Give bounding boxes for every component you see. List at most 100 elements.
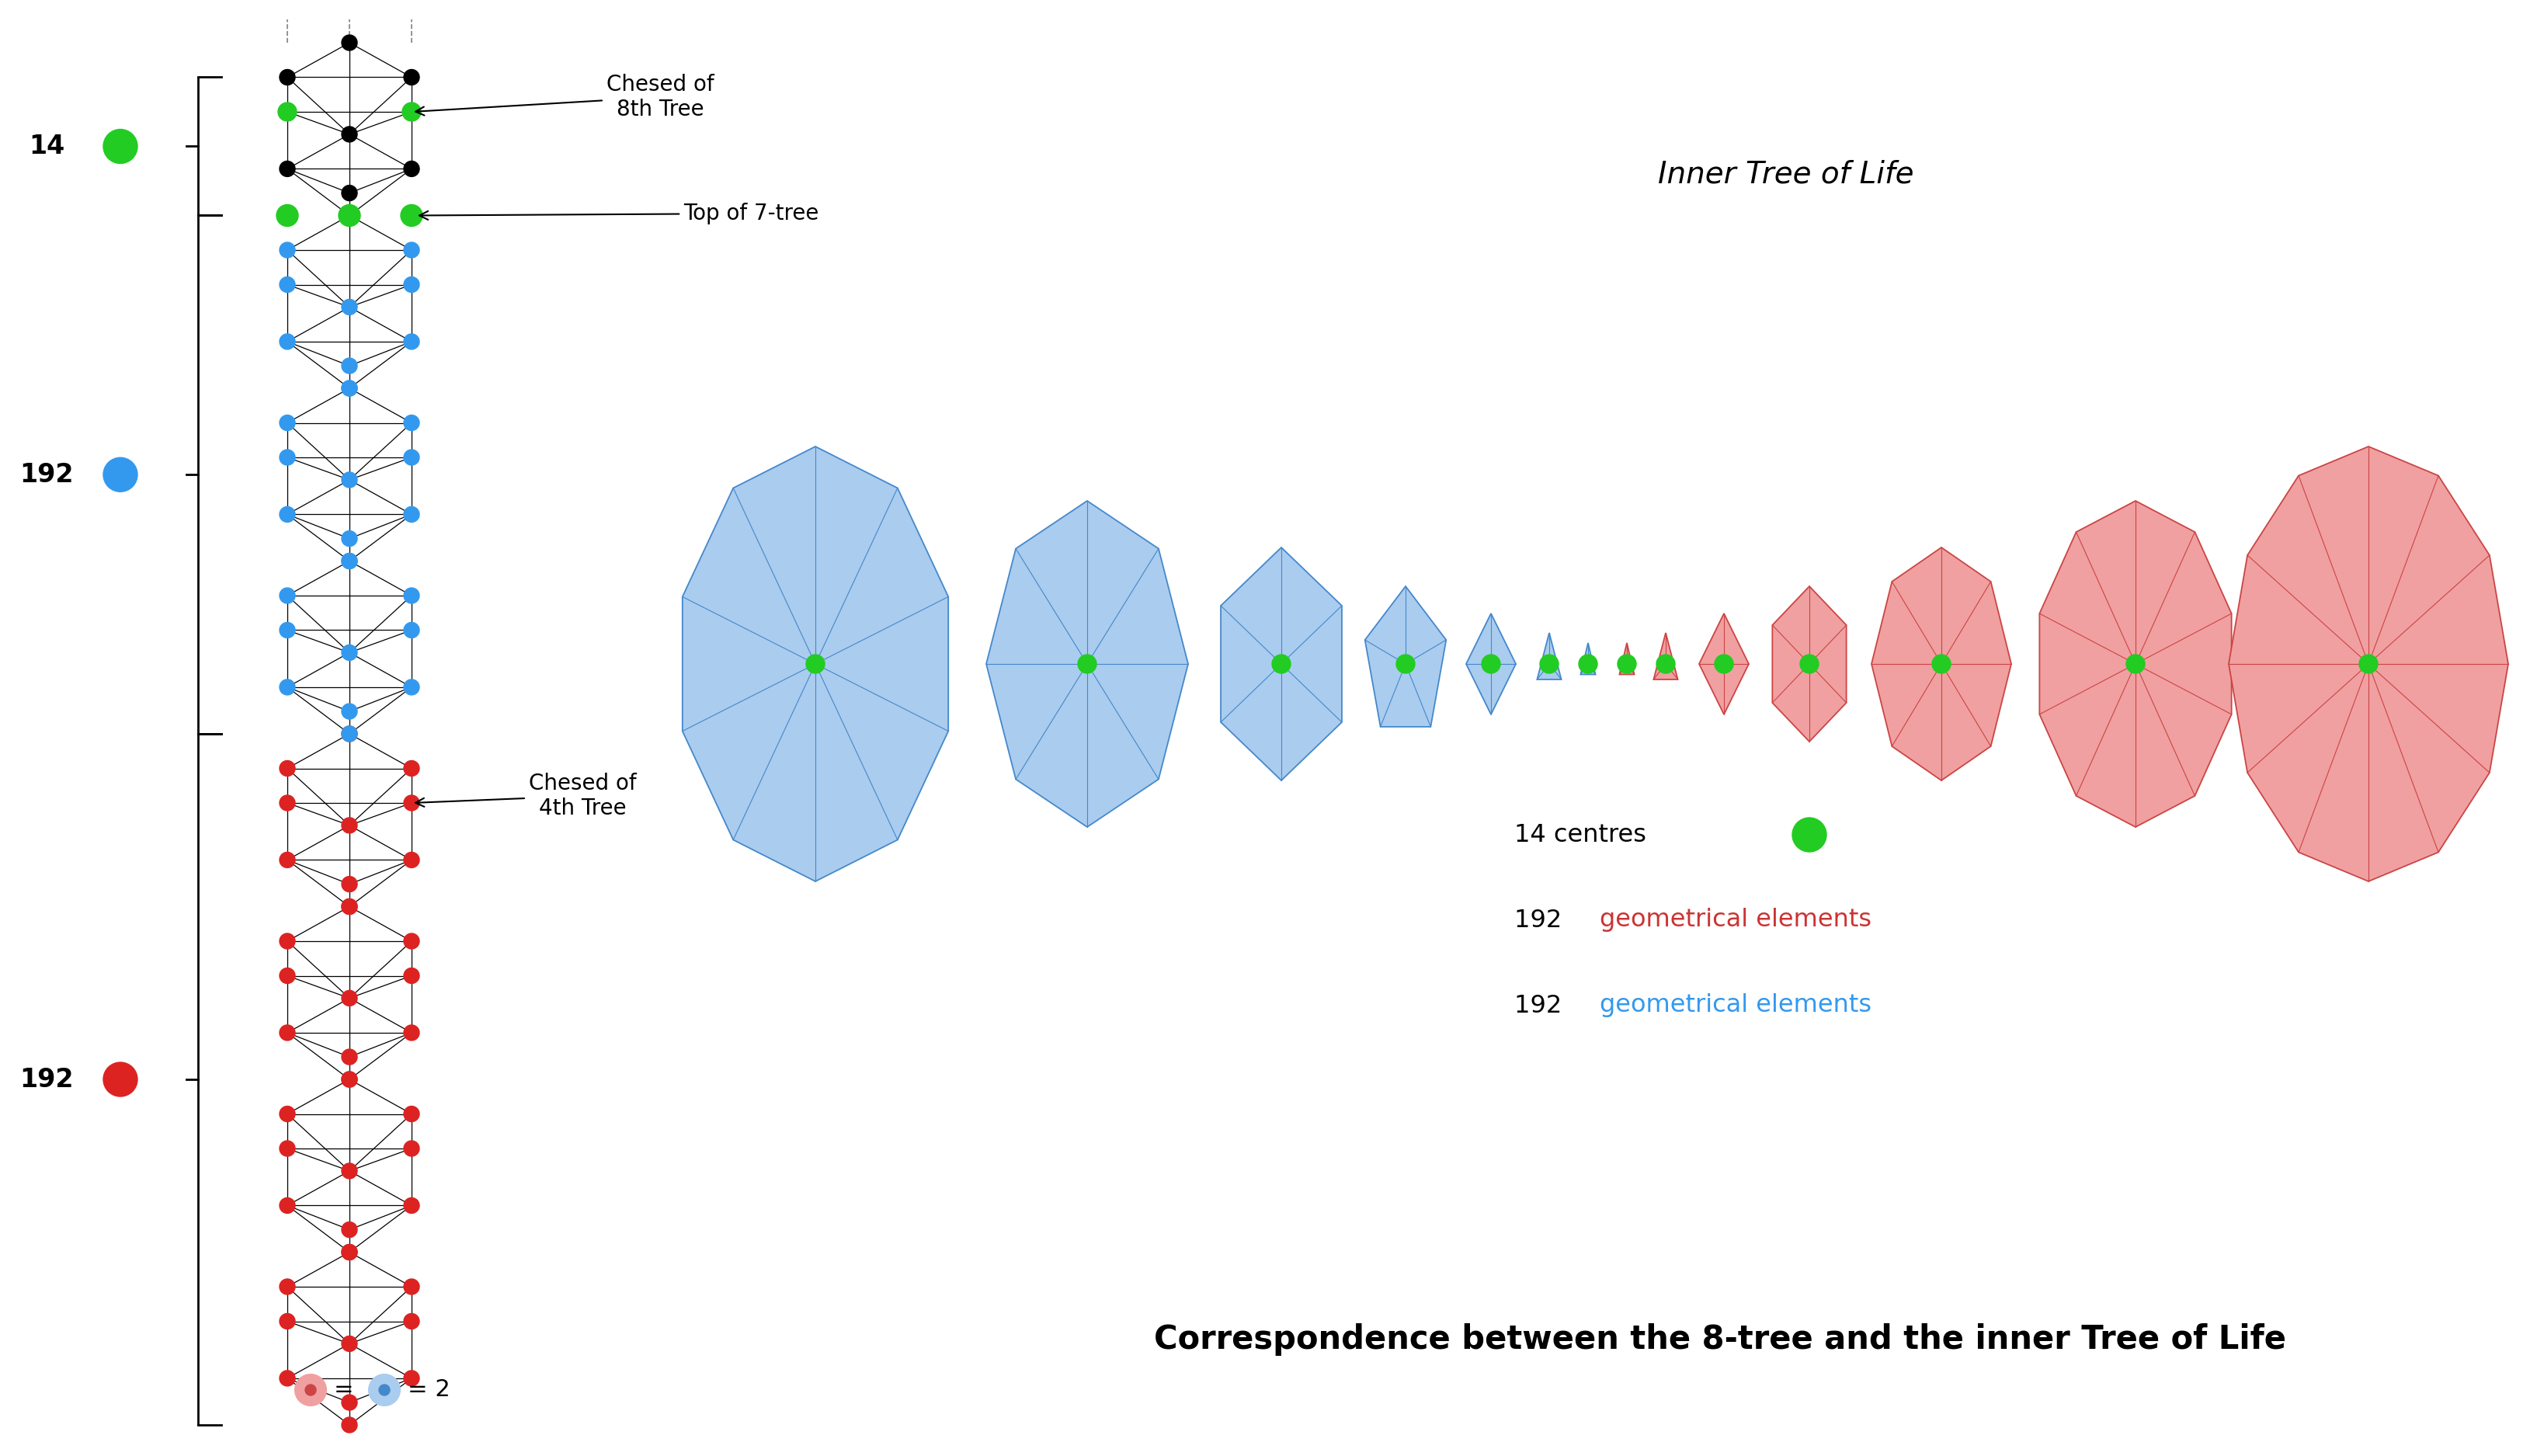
Circle shape xyxy=(405,588,420,603)
Text: Correspondence between the 8-tree and the inner Tree of Life: Correspondence between the 8-tree and th… xyxy=(1154,1324,2287,1356)
Circle shape xyxy=(342,1337,357,1351)
Circle shape xyxy=(342,380,357,396)
Circle shape xyxy=(1657,655,1675,673)
Circle shape xyxy=(278,1107,296,1121)
Circle shape xyxy=(278,450,296,464)
Circle shape xyxy=(1799,655,1819,673)
Circle shape xyxy=(278,622,296,638)
Polygon shape xyxy=(683,447,949,881)
Circle shape xyxy=(405,680,420,695)
Text: geometrical elements: geometrical elements xyxy=(1599,909,1872,932)
Text: Top of 7-tree: Top of 7-tree xyxy=(420,202,820,224)
Text: = 2: = 2 xyxy=(407,1379,450,1401)
Polygon shape xyxy=(1700,613,1748,715)
Circle shape xyxy=(405,415,420,431)
Polygon shape xyxy=(2039,501,2231,827)
Circle shape xyxy=(1791,818,1827,852)
Text: 14: 14 xyxy=(28,134,66,159)
Circle shape xyxy=(405,450,420,464)
Circle shape xyxy=(342,818,357,833)
Circle shape xyxy=(342,1245,357,1259)
Polygon shape xyxy=(1366,587,1447,727)
Circle shape xyxy=(342,1072,357,1088)
Circle shape xyxy=(342,208,357,223)
Polygon shape xyxy=(1465,613,1515,715)
Polygon shape xyxy=(1872,547,2011,780)
Polygon shape xyxy=(1619,644,1634,674)
Circle shape xyxy=(278,507,296,523)
Circle shape xyxy=(104,1063,137,1096)
Circle shape xyxy=(342,1050,357,1064)
Circle shape xyxy=(1483,655,1500,673)
Text: Inner Tree of Life: Inner Tree of Life xyxy=(1657,160,1915,189)
Circle shape xyxy=(278,1140,296,1156)
Circle shape xyxy=(278,588,296,603)
Circle shape xyxy=(278,102,296,121)
Circle shape xyxy=(405,1025,420,1041)
Circle shape xyxy=(405,162,420,176)
Polygon shape xyxy=(1538,633,1561,680)
Circle shape xyxy=(807,655,825,673)
Circle shape xyxy=(405,1278,420,1294)
Circle shape xyxy=(1273,655,1290,673)
Circle shape xyxy=(342,553,357,569)
Circle shape xyxy=(342,1245,357,1259)
Circle shape xyxy=(405,933,420,949)
Circle shape xyxy=(104,457,137,492)
Circle shape xyxy=(405,1370,420,1386)
Circle shape xyxy=(405,103,420,119)
Circle shape xyxy=(405,507,420,523)
Circle shape xyxy=(278,103,296,119)
Circle shape xyxy=(342,531,357,546)
Circle shape xyxy=(342,898,357,914)
Circle shape xyxy=(342,1395,357,1411)
Circle shape xyxy=(1933,655,1951,673)
Circle shape xyxy=(278,795,296,811)
Circle shape xyxy=(342,1072,357,1088)
Circle shape xyxy=(342,1417,357,1433)
Text: 192: 192 xyxy=(20,1067,73,1092)
Polygon shape xyxy=(1222,547,1341,780)
Circle shape xyxy=(278,333,296,349)
Circle shape xyxy=(306,1385,316,1395)
Circle shape xyxy=(405,1140,420,1156)
Circle shape xyxy=(278,1025,296,1041)
Circle shape xyxy=(278,415,296,431)
Circle shape xyxy=(342,898,357,914)
Text: 192: 192 xyxy=(1515,993,1569,1018)
Circle shape xyxy=(400,205,423,226)
Circle shape xyxy=(339,205,359,226)
Circle shape xyxy=(342,358,357,374)
Circle shape xyxy=(369,1374,400,1405)
Circle shape xyxy=(296,1374,326,1405)
Circle shape xyxy=(1397,655,1414,673)
Polygon shape xyxy=(2229,447,2507,881)
Circle shape xyxy=(1715,655,1733,673)
Text: geometrical elements: geometrical elements xyxy=(1599,993,1872,1018)
Circle shape xyxy=(278,1370,296,1386)
Circle shape xyxy=(342,727,357,741)
Circle shape xyxy=(1078,655,1095,673)
Circle shape xyxy=(342,727,357,741)
Circle shape xyxy=(342,553,357,569)
Text: 192: 192 xyxy=(1515,909,1569,932)
Circle shape xyxy=(278,70,296,84)
Text: Chesed of
8th Tree: Chesed of 8th Tree xyxy=(415,74,713,121)
Circle shape xyxy=(405,333,420,349)
Circle shape xyxy=(342,472,357,488)
Circle shape xyxy=(342,208,357,223)
Text: Chesed of
4th Tree: Chesed of 4th Tree xyxy=(415,773,635,820)
Circle shape xyxy=(342,380,357,396)
Circle shape xyxy=(405,242,420,258)
Circle shape xyxy=(405,1198,420,1213)
Polygon shape xyxy=(987,501,1189,827)
Circle shape xyxy=(278,680,296,695)
Circle shape xyxy=(278,968,296,983)
Text: =: = xyxy=(334,1379,362,1401)
Circle shape xyxy=(278,1278,296,1294)
Circle shape xyxy=(405,760,420,776)
Circle shape xyxy=(1617,655,1637,673)
Circle shape xyxy=(278,852,296,868)
Circle shape xyxy=(342,990,357,1006)
Circle shape xyxy=(405,795,420,811)
